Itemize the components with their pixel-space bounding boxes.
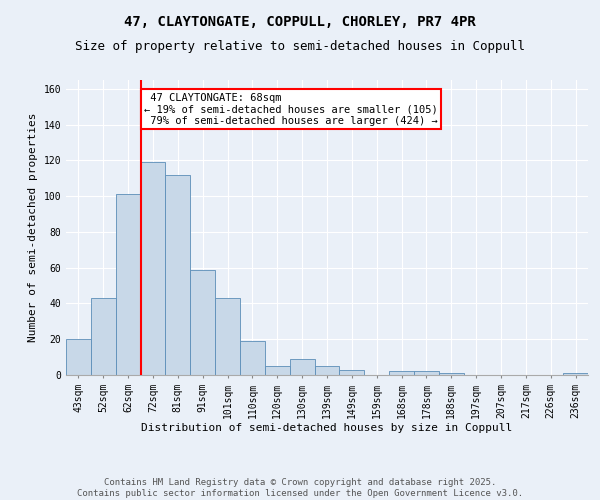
- Bar: [340, 370, 364, 375]
- Bar: [66, 339, 91, 375]
- Text: Contains HM Land Registry data © Crown copyright and database right 2025.
Contai: Contains HM Land Registry data © Crown c…: [77, 478, 523, 498]
- Bar: [140, 162, 166, 375]
- Bar: [215, 298, 240, 375]
- Y-axis label: Number of semi-detached properties: Number of semi-detached properties: [28, 113, 38, 342]
- Bar: [265, 366, 290, 375]
- Bar: [91, 298, 116, 375]
- Bar: [389, 372, 414, 375]
- Text: 47, CLAYTONGATE, COPPULL, CHORLEY, PR7 4PR: 47, CLAYTONGATE, COPPULL, CHORLEY, PR7 4…: [124, 15, 476, 29]
- Bar: [240, 341, 265, 375]
- X-axis label: Distribution of semi-detached houses by size in Coppull: Distribution of semi-detached houses by …: [142, 424, 512, 434]
- Text: Size of property relative to semi-detached houses in Coppull: Size of property relative to semi-detach…: [75, 40, 525, 53]
- Bar: [166, 175, 190, 375]
- Bar: [116, 194, 140, 375]
- Text: 47 CLAYTONGATE: 68sqm
← 19% of semi-detached houses are smaller (105)
 79% of se: 47 CLAYTONGATE: 68sqm ← 19% of semi-deta…: [145, 92, 438, 126]
- Bar: [439, 373, 464, 375]
- Bar: [314, 366, 340, 375]
- Bar: [414, 372, 439, 375]
- Bar: [290, 359, 314, 375]
- Bar: [190, 270, 215, 375]
- Bar: [563, 373, 588, 375]
